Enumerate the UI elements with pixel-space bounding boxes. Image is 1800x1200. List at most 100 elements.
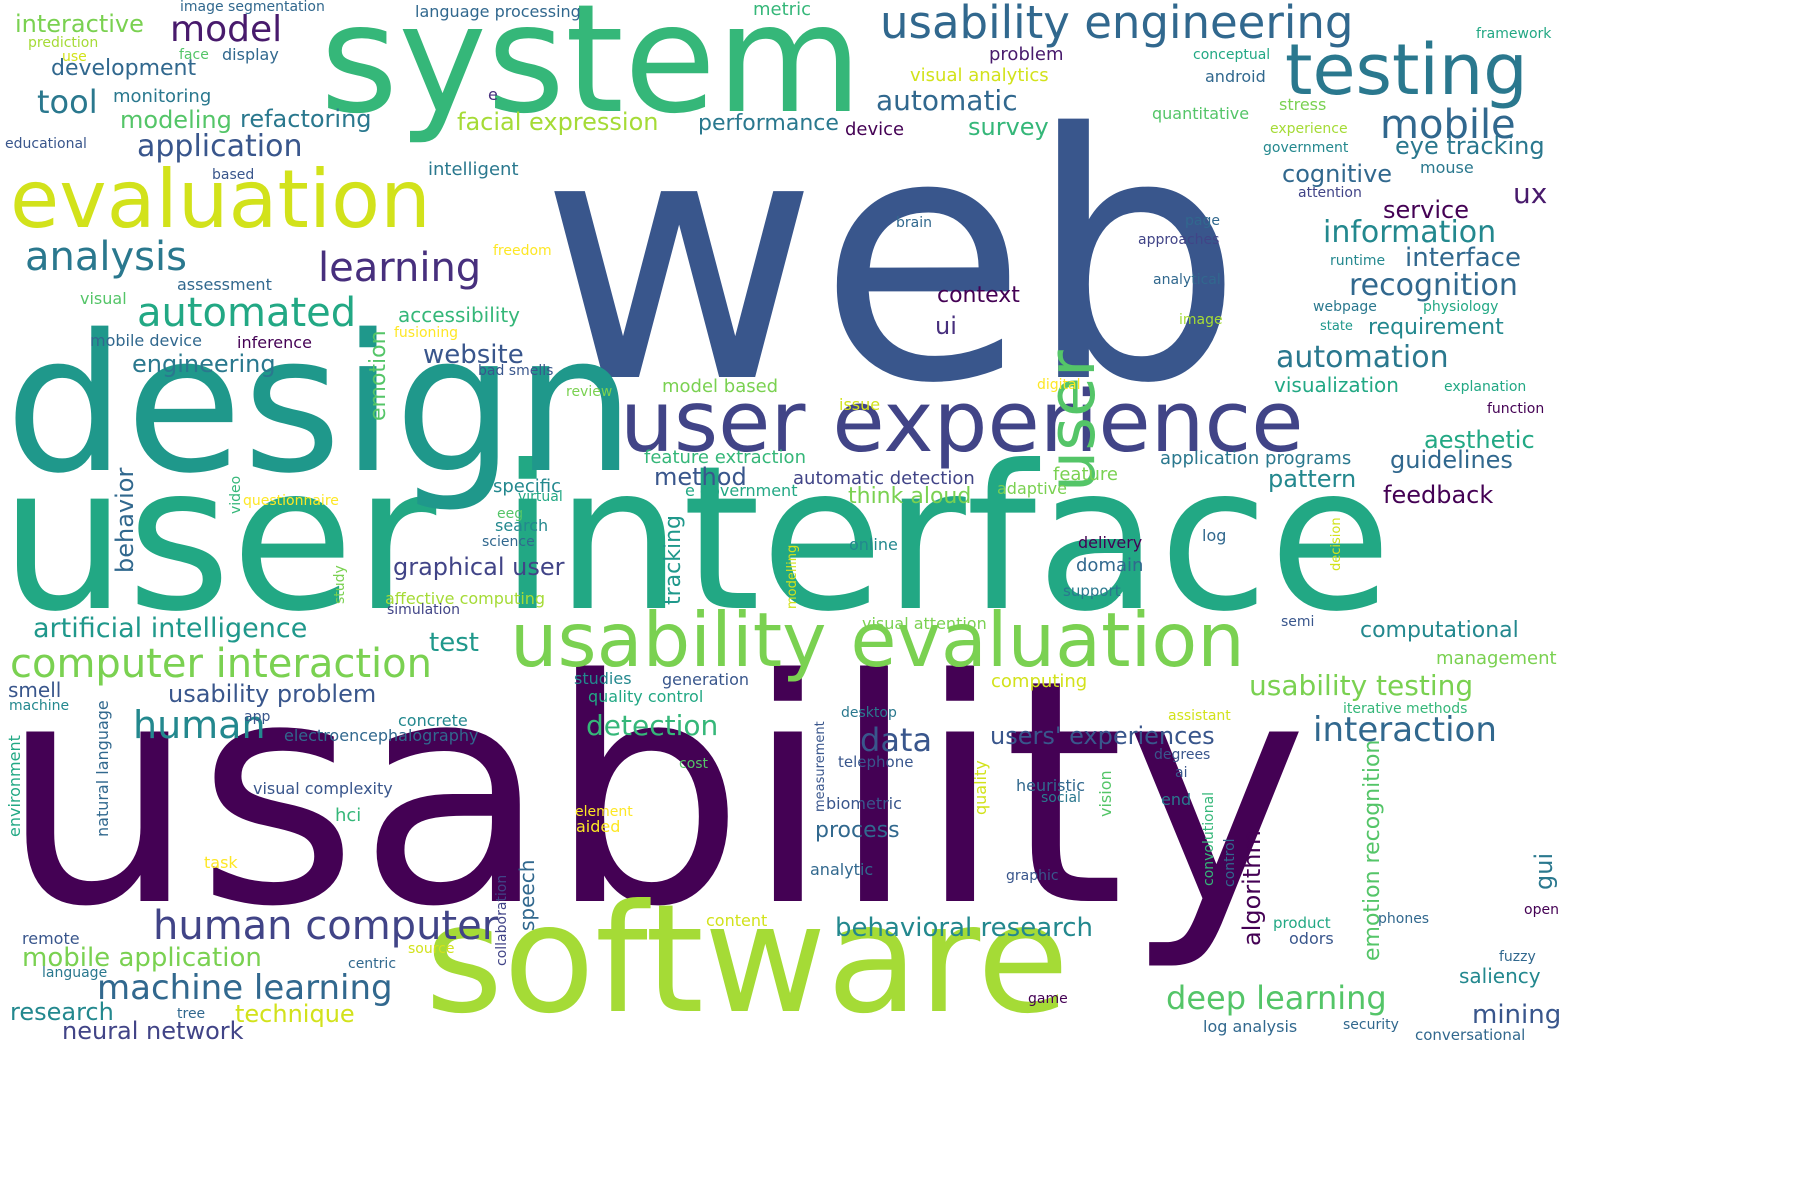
cloud-word: neural network [62, 1017, 244, 1045]
cloud-word: social [1041, 790, 1081, 806]
cloud-word: phones [1378, 911, 1430, 927]
cloud-word: prediction [28, 35, 99, 51]
cloud-word: natural language [93, 700, 112, 837]
cloud-word: computational [1360, 618, 1519, 643]
cloud-word: cognitive [1282, 160, 1393, 188]
cloud-word: delivery [1078, 533, 1143, 552]
cloud-word: eeg [497, 506, 524, 522]
cloud-word: web [540, 62, 1244, 458]
cloud-word: monitoring [113, 86, 212, 107]
cloud-word: behavior [111, 468, 139, 574]
cloud-word: biometric [826, 794, 902, 813]
cloud-word: attention [1298, 185, 1362, 201]
cloud-word: tool [37, 83, 98, 121]
cloud-word: display [222, 45, 279, 64]
cloud-word: cost [679, 756, 709, 772]
cloud-word: e [488, 85, 498, 104]
cloud-word: user interface [0, 423, 1392, 656]
cloud-word: mobile application [22, 943, 262, 973]
cloud-word: conversational [1415, 1026, 1526, 1044]
cloud-word: physiology [1423, 299, 1499, 315]
cloud-word: eye tracking [1395, 132, 1545, 160]
cloud-word: method [654, 463, 747, 491]
cloud-word: guidelines [1390, 446, 1513, 474]
cloud-word: design [5, 294, 636, 515]
cloud-word: data [860, 721, 933, 759]
cloud-word: fuzzy [1499, 949, 1536, 965]
cloud-word: ai [1175, 765, 1188, 781]
cloud-word: visual attention [862, 614, 987, 633]
cloud-word: visual analytics [910, 65, 1049, 86]
cloud-word: interaction [1313, 710, 1497, 750]
cloud-word: stress [1279, 95, 1327, 114]
cloud-word: analytical [1153, 272, 1221, 288]
cloud-word: heuristic [1016, 776, 1085, 795]
cloud-word: security [1343, 1017, 1399, 1033]
cloud-word: runtime [1330, 253, 1386, 269]
cloud-word: aesthetic [1424, 426, 1535, 454]
cloud-word: approaches [1138, 232, 1220, 248]
cloud-word: research [10, 998, 114, 1026]
cloud-word: framework [1476, 26, 1552, 42]
cloud-word: visual complexity [253, 779, 393, 798]
cloud-word: automatic [876, 84, 1018, 117]
cloud-word: review [566, 384, 613, 400]
cloud-word: iterative methods [1343, 701, 1468, 717]
cloud-word: image segmentation [180, 0, 325, 15]
cloud-word: application [137, 129, 303, 164]
cloud-word: pattern [1268, 465, 1357, 493]
cloud-word: assistant [1168, 708, 1231, 724]
cloud-word: language [42, 965, 108, 981]
cloud-word: usability evaluation [510, 596, 1245, 684]
cloud-word: mining [1472, 1000, 1562, 1030]
cloud-word: deep learning [1166, 979, 1387, 1017]
cloud-word: hci [335, 805, 362, 826]
cloud-word: recognition [1349, 268, 1518, 303]
cloud-word: log analysis [1203, 1017, 1298, 1036]
cloud-word: speech [515, 860, 539, 932]
cloud-word: generation [662, 670, 750, 689]
cloud-word: requirement [1368, 315, 1504, 340]
cloud-word: analytic [810, 860, 874, 879]
cloud-word: freedom [493, 243, 552, 259]
cloud-word: test [429, 628, 479, 658]
cloud-word: feature extraction [644, 447, 806, 468]
cloud-word: development [51, 56, 197, 81]
cloud-word: electroencephalography [284, 726, 479, 745]
cloud-word: detection [586, 709, 719, 742]
cloud-word: modeling [120, 106, 232, 134]
cloud-word: desktop [841, 705, 897, 721]
cloud-word: government [1263, 140, 1349, 156]
cloud-word: emotion [366, 330, 391, 421]
cloud-word: odors [1289, 929, 1334, 948]
cloud-word: smell [8, 678, 62, 702]
cloud-word: quality [971, 760, 990, 815]
cloud-word: adaptive [997, 479, 1067, 498]
cloud-word: intelligent [428, 159, 519, 180]
cloud-word: machine learning [97, 968, 393, 1008]
cloud-word: automation [1276, 340, 1449, 375]
cloud-word: issue [839, 395, 881, 414]
cloud-word: aided [576, 817, 621, 836]
cloud-word: educational [5, 136, 87, 152]
cloud-word: log [1202, 526, 1227, 545]
cloud-word: mobile device [90, 331, 202, 350]
cloud-word: study [332, 565, 348, 604]
cloud-word: gui [1530, 853, 1558, 891]
cloud-word: e government [685, 481, 798, 500]
cloud-word: automated [137, 290, 357, 336]
cloud-word: domain [1076, 555, 1144, 576]
cloud-word: user experience [620, 373, 1304, 472]
cloud-word: based [212, 167, 255, 183]
cloud-word: refactoring [240, 105, 372, 133]
cloud-word: assessment [177, 275, 272, 294]
cloud-word: usability [0, 614, 1309, 975]
cloud-word: usability engineering [880, 0, 1354, 49]
cloud-word: online [849, 535, 898, 554]
cloud-word: explanation [1444, 379, 1527, 395]
cloud-word: mobile [1380, 102, 1516, 148]
cloud-word: metric [753, 0, 811, 20]
cloud-word: information [1323, 215, 1497, 250]
cloud-word: graphic [1006, 868, 1059, 884]
cloud-word: visual [80, 289, 127, 308]
